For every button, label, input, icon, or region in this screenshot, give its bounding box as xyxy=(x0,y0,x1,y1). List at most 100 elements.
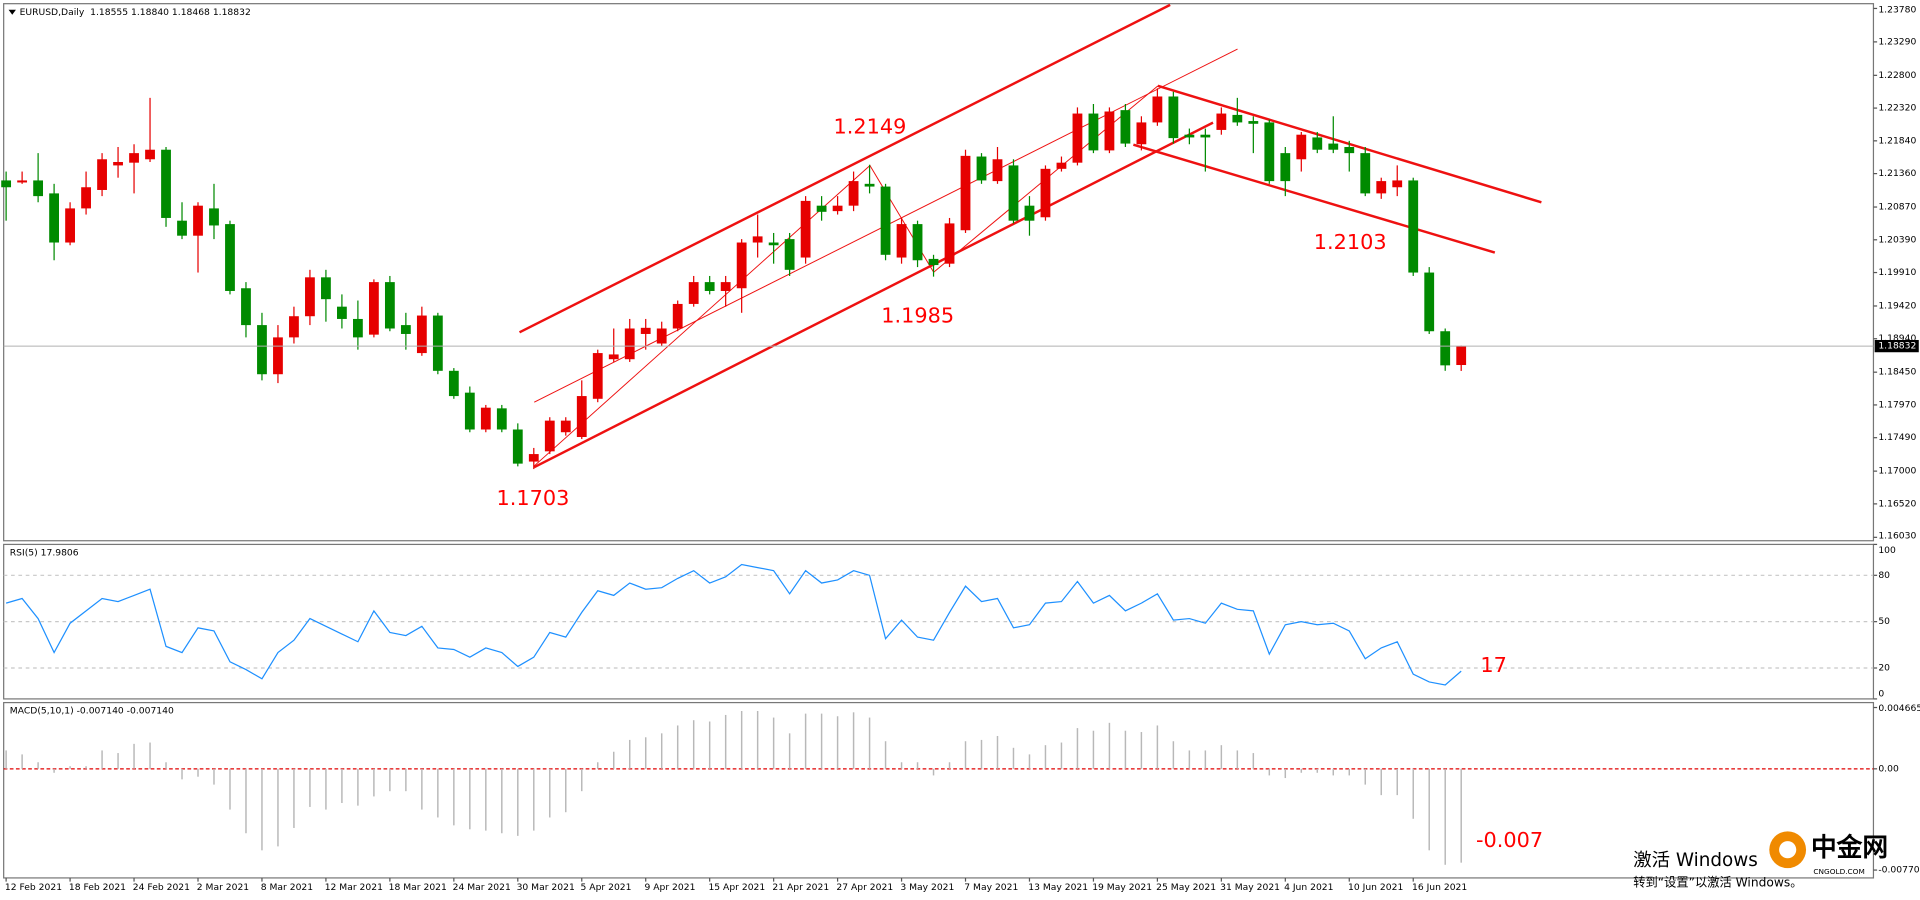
candle-body xyxy=(1200,134,1211,138)
candle-body xyxy=(816,205,827,212)
candle-body xyxy=(1232,114,1243,123)
candle-body xyxy=(896,224,907,258)
candle-body xyxy=(768,242,779,246)
candle-body xyxy=(608,354,619,360)
y-tick-label: 1.17490 xyxy=(1878,432,1916,443)
candle-body xyxy=(640,327,651,334)
y-tick-label: 1.21840 xyxy=(1878,135,1916,146)
logo-icon-inner xyxy=(1779,841,1797,859)
x-tick-label: 19 May 2021 xyxy=(1092,882,1152,893)
x-tick-label: 9 Apr 2021 xyxy=(644,882,695,893)
x-tick-label: 10 Jun 2021 xyxy=(1348,882,1403,893)
candle-body xyxy=(752,236,763,243)
candle-body xyxy=(1296,134,1307,160)
candle-body xyxy=(960,155,971,231)
candle-body xyxy=(672,303,683,329)
channel-upper xyxy=(518,3,1171,334)
candle-body xyxy=(129,153,139,163)
candle-body xyxy=(225,224,235,291)
candle-body xyxy=(1328,143,1339,150)
candle-body xyxy=(1264,122,1275,182)
annotation: 1.2149 xyxy=(834,115,907,139)
current-price-box xyxy=(1874,339,1919,353)
down-channel-lower xyxy=(1133,143,1496,254)
y-tick-label: 1.22800 xyxy=(1878,70,1916,81)
channel-lower xyxy=(533,121,1214,469)
candle-body xyxy=(704,282,715,291)
candle-body xyxy=(321,277,331,300)
y-tick-label: 100 xyxy=(1878,545,1896,556)
x-tick-label: 16 Jun 2021 xyxy=(1412,882,1467,893)
candle-body xyxy=(976,156,987,181)
candle-body xyxy=(1280,153,1291,182)
candle-body xyxy=(432,315,443,371)
candle-body xyxy=(1008,165,1019,221)
candle-body xyxy=(1184,134,1195,138)
candle-body xyxy=(864,183,875,187)
rsi-line xyxy=(5,563,1462,686)
candle-body xyxy=(1248,121,1259,124)
candle-body xyxy=(241,288,251,326)
candle-body xyxy=(912,224,923,261)
annotation: 1.1703 xyxy=(497,486,570,510)
candle-body xyxy=(337,306,347,319)
candle-body xyxy=(736,242,747,289)
candle-body xyxy=(1024,205,1035,221)
candle-body xyxy=(353,318,363,338)
candle-body xyxy=(480,407,491,430)
x-tick-label: 8 Mar 2021 xyxy=(261,882,313,893)
y-tick-label: 1.18450 xyxy=(1878,367,1916,378)
candle-body xyxy=(257,325,267,375)
y-tick-label: 1.19910 xyxy=(1878,267,1916,278)
x-tick-label: 27 Apr 2021 xyxy=(836,882,893,893)
candle-body xyxy=(145,149,155,160)
y-tick-label: 1.20390 xyxy=(1878,234,1916,245)
candle-body xyxy=(416,315,427,354)
candle-body xyxy=(1104,111,1115,151)
x-tick-label: 13 May 2021 xyxy=(1028,882,1088,893)
candle-body xyxy=(1440,331,1451,366)
candle-body xyxy=(305,277,315,317)
x-tick-label: 2 Mar 2021 xyxy=(197,882,249,893)
x-tick-label: 24 Mar 2021 xyxy=(453,882,511,893)
candle-body xyxy=(97,159,107,190)
y-tick-label: 1.19420 xyxy=(1878,300,1916,311)
candle-body xyxy=(1376,181,1387,194)
candle-body xyxy=(1216,113,1227,130)
candle-body xyxy=(1088,113,1099,151)
macd-panel xyxy=(3,701,1875,879)
candle-body xyxy=(209,208,219,226)
candle-body xyxy=(1344,146,1355,154)
y-tick-label: 1.18940 xyxy=(1878,333,1916,344)
candle-body xyxy=(720,282,731,291)
candle-body xyxy=(544,420,555,452)
candle-body xyxy=(400,325,411,334)
logo-site: CNGOLD.COM xyxy=(1813,867,1864,876)
y-tick-label: 80 xyxy=(1878,570,1890,581)
candle-body xyxy=(1424,272,1435,332)
y-tick-label: 50 xyxy=(1878,616,1890,627)
candle-body xyxy=(944,223,955,264)
candle-body xyxy=(368,282,379,335)
x-tick-label: 25 May 2021 xyxy=(1156,882,1216,893)
candle-body xyxy=(656,328,667,344)
candle-body xyxy=(1056,162,1067,169)
x-tick-label: 24 Feb 2021 xyxy=(133,882,190,893)
y-tick-label: 1.20870 xyxy=(1878,202,1916,213)
annotation: -0.007 xyxy=(1476,828,1543,852)
candle-body xyxy=(1360,153,1371,194)
x-tick-label: 5 Apr 2021 xyxy=(581,882,632,893)
x-tick-label: 3 May 2021 xyxy=(900,882,954,893)
candle-body xyxy=(289,316,299,338)
candle-body xyxy=(161,149,171,218)
x-tick-label: 12 Feb 2021 xyxy=(5,882,62,893)
candle-body xyxy=(560,420,571,433)
y-tick-label: 20 xyxy=(1878,663,1890,674)
watermark-title: 激活 Windows xyxy=(1633,850,1758,871)
watermark-subtitle: 转到“设置”以激活 Windows。 xyxy=(1633,874,1802,889)
x-tick-label: 18 Mar 2021 xyxy=(389,882,447,893)
annotation: 17 xyxy=(1480,653,1507,677)
